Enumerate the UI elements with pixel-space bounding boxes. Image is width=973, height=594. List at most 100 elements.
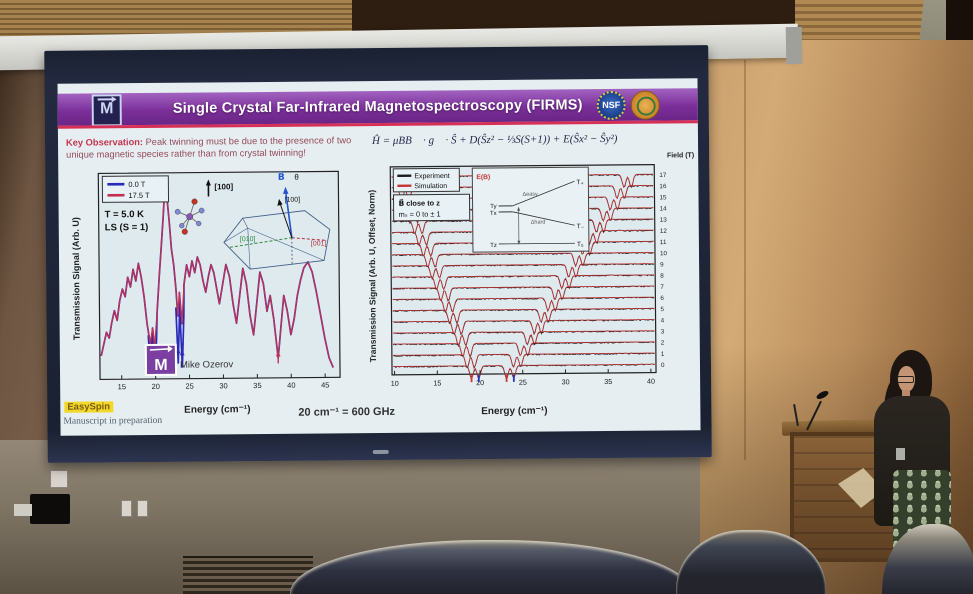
svg-text:20: 20 <box>476 378 484 387</box>
left-chart: 15 20 25 30 35 40 45 0.0 T 17.5 T T = 5.0 K LS (S … <box>86 167 346 405</box>
svg-text:45: 45 <box>321 380 329 389</box>
svg-text:20: 20 <box>152 382 160 391</box>
slide-title: Single Crystal Far-Infrared Magnetospect… <box>172 97 583 117</box>
simulation-trace <box>392 251 654 268</box>
svg-text:LS (S = 1): LS (S = 1) <box>105 222 149 233</box>
unit-conversion-note: 20 cm⁻¹ = 600 GHz <box>298 405 396 419</box>
simulation-trace <box>393 341 655 358</box>
svg-text:8: 8 <box>660 273 664 280</box>
thermostat-box <box>50 470 68 488</box>
svg-text:3: 3 <box>661 328 665 335</box>
presenter-glasses <box>897 376 914 383</box>
right-plot-ylabel: Transmission Signal (Arb. U, Offset, Nor… <box>366 189 378 363</box>
svg-text:Δeasy: Δeasy <box>522 192 538 198</box>
svg-text:T₀: T₀ <box>577 241 584 248</box>
manuscript-note: Manuscript in preparation <box>63 415 163 427</box>
field-axis-label: Field (T) <box>666 152 695 160</box>
svg-text:15: 15 <box>659 194 667 201</box>
svg-text:Simulation: Simulation <box>414 183 447 190</box>
field-note-box <box>392 193 471 222</box>
inset-level-diagram <box>471 166 590 253</box>
svg-text:Tx: Tx <box>490 211 497 217</box>
svg-text:[010]: [010] <box>240 236 256 243</box>
svg-text:B⃗: B⃗ <box>278 171 285 182</box>
light-switch-2 <box>137 500 148 517</box>
wall-crease <box>744 60 746 460</box>
svg-text:Experiment: Experiment <box>414 173 450 180</box>
svg-text:15: 15 <box>118 382 126 391</box>
svg-text:θ: θ <box>294 173 299 182</box>
svg-text:[100]: [100] <box>284 197 300 204</box>
right-plot-area: Transmission Signal (Arb. U, Offset, Nor… <box>358 152 696 417</box>
svg-text:30: 30 <box>219 381 227 390</box>
svg-text:9: 9 <box>660 261 664 268</box>
svg-text:[001]: [001] <box>311 240 327 247</box>
projection-screen: Single Crystal Far-Infrared Magnetospect… <box>44 45 712 463</box>
left-plot-ylabel: Transmission Signal (Arb. U) <box>70 217 82 341</box>
svg-text:16: 16 <box>659 183 667 190</box>
maglab-logo: M <box>91 94 122 127</box>
svg-text:5: 5 <box>660 306 664 313</box>
svg-text:10: 10 <box>660 250 668 257</box>
svg-text:17.5 T: 17.5 T <box>128 191 150 200</box>
svg-text:4: 4 <box>661 317 665 324</box>
simulation-trace <box>393 352 655 368</box>
left-plot-area: Transmission Signal (Arb. U) 15 20 25 30 35 4… <box>60 167 358 420</box>
svg-text:15: 15 <box>433 378 441 387</box>
right-chart: 17 16 15 14 13 12 11 10 9 8 7 6 5 4 3 2 1 0 10 15 20 25 30 35 40… <box>380 160 694 409</box>
svg-text:[100]: [100] <box>214 182 233 191</box>
svg-text:Ty: Ty <box>490 204 496 210</box>
svg-text:25: 25 <box>519 378 527 387</box>
svg-text:2: 2 <box>661 340 665 347</box>
simulation-trace <box>392 330 655 347</box>
svg-text:Δhard: Δhard <box>531 220 546 226</box>
presenter-neck <box>902 390 910 400</box>
svg-text:0.0 T: 0.0 T <box>128 180 145 189</box>
left-chart-svg: 15 20 25 30 35 40 45 0.0 T 17.5 T T = 5.0 K LS (S … <box>97 170 341 391</box>
svg-text:13: 13 <box>660 217 668 224</box>
simulation-trace <box>392 285 654 301</box>
svg-text:14: 14 <box>660 206 668 213</box>
state-seal-logo <box>630 90 660 120</box>
light-switch-1 <box>121 500 132 517</box>
svg-text:30: 30 <box>562 377 570 386</box>
svg-text:7: 7 <box>660 284 664 291</box>
svg-text:35: 35 <box>253 381 261 390</box>
spin-hamiltonian-equation: Ĥ = μBB⃗ · g⃗ · Ŝ + D(Ŝz² − ⅓S(S+1)) + E… <box>371 132 618 148</box>
plot-frame <box>97 170 341 381</box>
wall-speaker <box>30 494 70 524</box>
svg-text:6: 6 <box>660 295 664 302</box>
presenter-badge <box>896 448 905 460</box>
svg-text:T = 5.0 K: T = 5.0 K <box>105 209 145 220</box>
svg-text:40: 40 <box>287 381 295 390</box>
simulation-trace <box>392 296 655 313</box>
svg-text:1: 1 <box>661 351 665 358</box>
svg-text:17: 17 <box>659 172 667 179</box>
svg-text:Tz: Tz <box>490 243 497 249</box>
key-observation: Key Observation: Peak twinning must be d… <box>66 134 368 161</box>
svg-text:M: M <box>154 357 167 374</box>
svg-text:12: 12 <box>660 228 668 235</box>
simulation-trace <box>392 307 655 324</box>
simulation-trace <box>392 263 654 280</box>
svg-text:25: 25 <box>185 382 193 391</box>
svg-text:10: 10 <box>391 379 399 388</box>
svg-text:mₛ = 0 to ± 1: mₛ = 0 to ± 1 <box>399 209 441 218</box>
easyspin-badge: EasySpin <box>64 401 114 413</box>
screen-pull-handle <box>373 449 390 455</box>
svg-text:T₋: T₋ <box>577 223 585 230</box>
screen-housing-endcap <box>785 26 803 65</box>
maglab-logo-plot <box>144 343 178 377</box>
simulation-trace <box>392 319 655 335</box>
cable-bracket <box>14 504 32 516</box>
presenter-face <box>898 366 915 392</box>
maglab-arrow-icon <box>97 98 115 101</box>
svg-text:11: 11 <box>660 239 667 246</box>
svg-text:Mike Ozerov: Mike Ozerov <box>180 359 234 370</box>
svg-text:40: 40 <box>647 377 655 386</box>
slide: Single Crystal Far-Infrared Magnetospect… <box>57 78 701 436</box>
svg-text:B⃗ close to z: B⃗ close to z <box>399 198 441 208</box>
trace-17.5T <box>100 186 334 368</box>
